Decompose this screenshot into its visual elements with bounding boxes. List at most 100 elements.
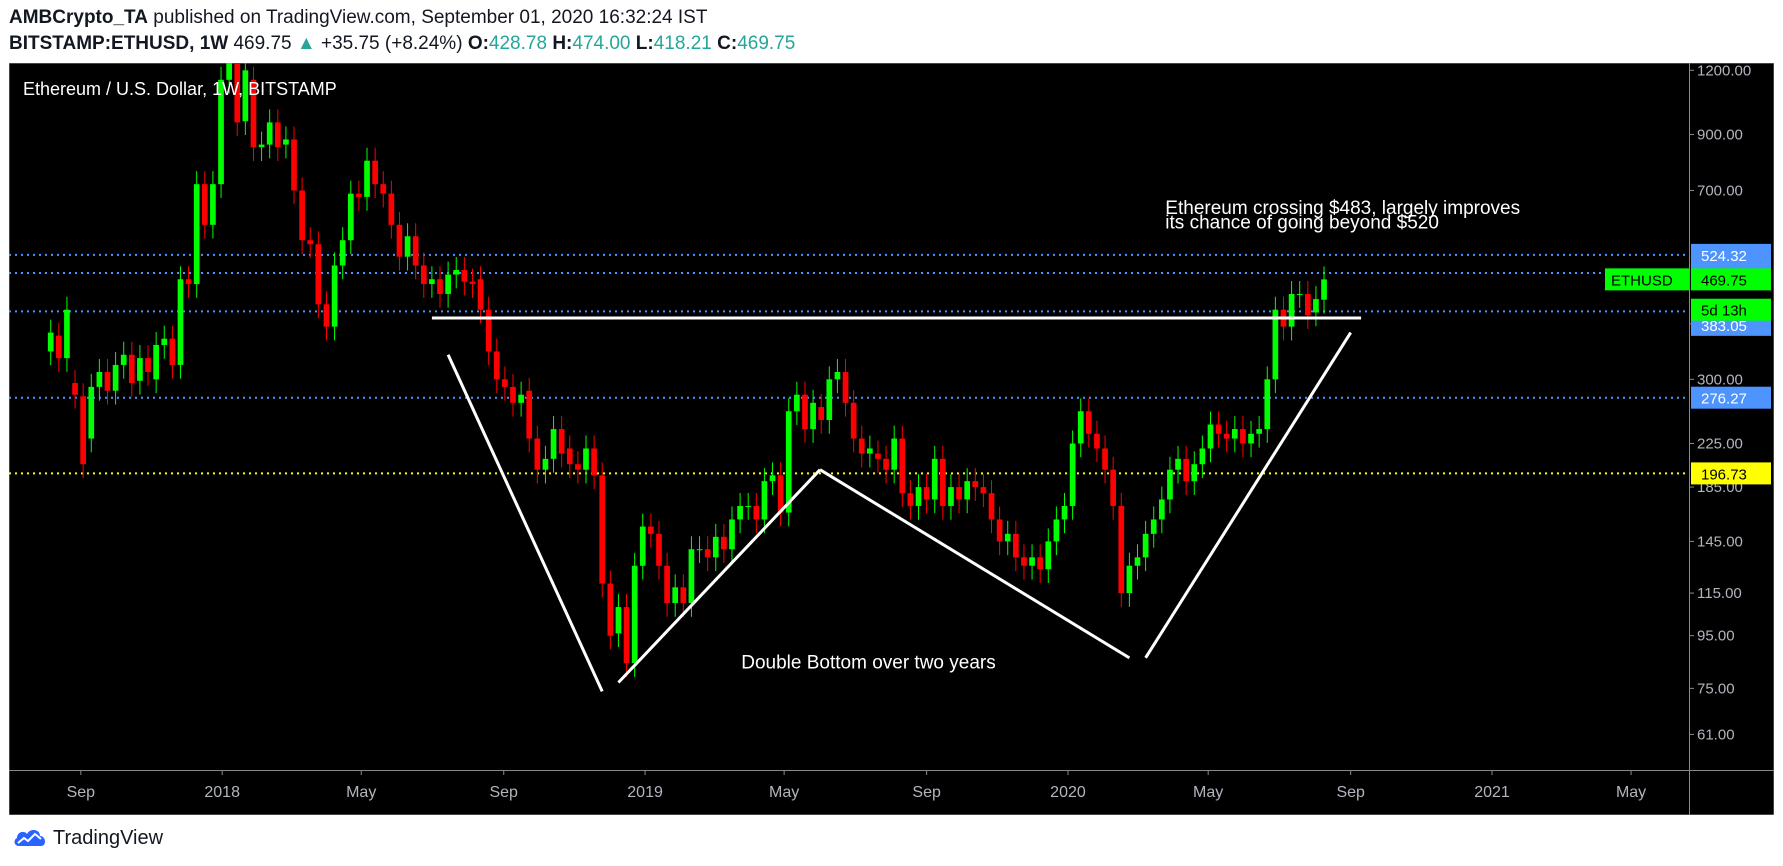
candle [469, 268, 476, 298]
candle-body [307, 240, 314, 245]
candle [526, 377, 533, 453]
candle-body [672, 587, 679, 603]
candle [339, 227, 346, 280]
candle-body [477, 279, 484, 310]
candle-body [55, 335, 62, 359]
candle-body [226, 63, 232, 80]
candle [834, 359, 841, 394]
candle [858, 425, 865, 468]
candle-body [1240, 429, 1246, 444]
candle [1207, 411, 1214, 463]
candle-body [1004, 533, 1011, 542]
candle-body [104, 372, 111, 391]
candle [429, 266, 435, 298]
x-tick-label: 2019 [627, 784, 663, 801]
candle-body [785, 411, 792, 513]
candle [169, 325, 176, 379]
candle [477, 266, 484, 324]
candle [1045, 528, 1052, 583]
candle-body [704, 549, 711, 558]
candle-body [128, 354, 135, 384]
candle-body [1183, 458, 1189, 482]
candle-body [696, 549, 703, 551]
open-label: O: [467, 33, 489, 54]
candle [948, 474, 954, 520]
candle [266, 109, 273, 159]
candle [177, 266, 184, 379]
candle [575, 451, 581, 484]
candle-body [745, 505, 752, 507]
published-text: published on TradingView.com, September … [153, 7, 708, 28]
pattern-line [819, 468, 1131, 660]
candle-body [907, 493, 914, 506]
high-value: 474.00 [572, 33, 631, 54]
candle [493, 338, 500, 394]
x-tick-label: 2021 [1474, 784, 1510, 801]
y-tick-label: 1200.00 [1697, 63, 1751, 79]
candle [996, 506, 1003, 556]
x-tick-label: Sep [489, 784, 518, 801]
candle [1321, 266, 1327, 314]
open-value: 428.78 [488, 33, 548, 54]
candle-body [299, 190, 305, 241]
candle [1126, 552, 1133, 607]
candle-body [1021, 557, 1027, 566]
candle [437, 266, 443, 308]
price-chart[interactable]: Ethereum crossing $483, largely improves… [9, 63, 1774, 815]
x-tick-label: Sep [912, 784, 941, 801]
candle-body [988, 493, 995, 520]
candle [615, 594, 622, 648]
candle [769, 462, 776, 495]
candle [388, 180, 395, 239]
candle [923, 474, 930, 514]
candle-body [380, 184, 387, 194]
candle [412, 223, 419, 280]
change-arrow-icon: ▲ [296, 33, 316, 54]
candle-body [1207, 424, 1214, 449]
candle-body [120, 354, 127, 365]
candle [1142, 520, 1149, 572]
candle [218, 66, 224, 198]
publisher-name[interactable]: AMBCrypto_TA [9, 7, 148, 28]
candle-body [429, 279, 435, 285]
candle-body [1158, 499, 1165, 520]
candle [1231, 416, 1238, 453]
candle-body [283, 139, 289, 145]
candle-body [453, 269, 460, 275]
candle [664, 552, 670, 617]
candle-body [850, 402, 857, 439]
candle [307, 227, 314, 259]
candle-body [210, 184, 216, 225]
candle [242, 63, 249, 136]
candle-body [753, 505, 760, 520]
candle-body [940, 458, 946, 506]
candle [323, 291, 330, 341]
candle [550, 416, 557, 473]
y-tick-label: 75.00 [1697, 680, 1735, 697]
candle [226, 63, 232, 94]
y-tick-label: 145.00 [1697, 533, 1743, 550]
candle-body [1304, 293, 1311, 316]
candle-body [388, 193, 395, 225]
candle [745, 492, 752, 520]
close-label: C: [717, 33, 738, 54]
candle-body [420, 265, 427, 285]
candle-body [1102, 448, 1108, 470]
countdown-badge [1691, 298, 1771, 321]
candle [1053, 506, 1060, 556]
candle [356, 180, 362, 211]
candle [88, 373, 95, 453]
candle-body [185, 279, 192, 285]
candle-body [1069, 443, 1076, 506]
candle [1085, 398, 1092, 448]
candle-body [810, 402, 816, 430]
candle [558, 416, 565, 468]
tradingview-brand[interactable]: TradingView [12, 826, 163, 850]
candle [583, 435, 589, 484]
candle-body [1110, 469, 1117, 506]
candle [120, 341, 127, 379]
candle-body [1175, 458, 1181, 470]
candle [599, 462, 606, 598]
x-tick-label: Sep [67, 784, 96, 801]
candle-body [1118, 505, 1125, 594]
